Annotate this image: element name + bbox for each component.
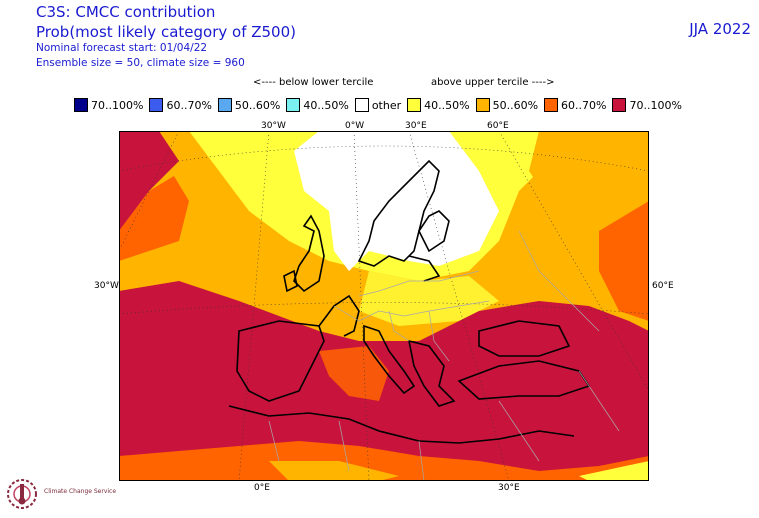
chart-subtitle: Prob(most likely category of Z500) xyxy=(36,23,296,41)
country-borders xyxy=(268,230,620,481)
top-label-4: 60°E xyxy=(487,121,509,131)
top-label-2: 0°W xyxy=(345,121,365,131)
legend-swatch xyxy=(217,98,232,112)
season-label: JJA 2022 xyxy=(689,20,751,38)
copernicus-logo-icon xyxy=(7,479,37,509)
forecast-map xyxy=(119,131,649,481)
legend-swatch xyxy=(475,98,490,112)
legend-item: 70..100% xyxy=(612,98,682,112)
bottom-label-2: 30°E xyxy=(498,483,520,493)
color-legend: 70..100% 60..70% 50..60% 40..50% other 40..50… xyxy=(74,96,688,114)
field-60-70-east xyxy=(599,201,649,321)
legend-item: other xyxy=(354,98,402,112)
bottom-label-1: 0°E xyxy=(254,483,270,493)
field-70-100-west xyxy=(119,131,179,231)
legend-above-caption: above upper tercile ----> xyxy=(431,77,555,88)
forecast-start: Nominal forecast start: 01/04/22 xyxy=(36,42,208,54)
graticule xyxy=(119,131,649,481)
field-60-70-west xyxy=(119,176,189,261)
field-other xyxy=(294,131,499,271)
legend-label: 60..70% xyxy=(561,98,607,112)
legend-item: 40..50% xyxy=(407,98,470,112)
map-frame xyxy=(119,131,649,481)
field-40-50-central xyxy=(359,271,499,326)
legend-swatch xyxy=(149,98,164,112)
field-50-60-east xyxy=(529,131,649,221)
field-50-60-south xyxy=(269,461,399,481)
left-label: 30°W xyxy=(94,281,119,291)
legend-swatch xyxy=(407,98,422,112)
top-label-1: 30°W xyxy=(261,121,286,131)
legend-label: 40..50% xyxy=(424,98,470,112)
legend-swatch xyxy=(544,98,559,112)
chart-title: C3S: CMCC contribution xyxy=(36,3,216,21)
ensemble-size: Ensemble size = 50, climate size = 960 xyxy=(36,57,245,69)
legend-item: 50..60% xyxy=(475,98,539,112)
legend-label: 50..60% xyxy=(234,98,281,112)
legend-swatch xyxy=(74,98,88,112)
legend-item: 40..50% xyxy=(286,98,349,112)
field-60-70-italy xyxy=(319,346,389,401)
legend-item: 60..70% xyxy=(149,98,212,112)
legend-below-caption: <---- below lower tercile xyxy=(253,77,374,88)
right-label: 60°E xyxy=(652,281,674,291)
legend-swatch xyxy=(354,98,369,112)
legend-swatch xyxy=(612,98,627,112)
map-svg xyxy=(119,131,649,481)
legend-item: 60..70% xyxy=(544,98,606,112)
logo-name: Climate Change Service xyxy=(44,488,117,495)
legend-swatch xyxy=(286,98,301,112)
field-40-50-southeast xyxy=(579,461,649,481)
legend-label: 40..50% xyxy=(303,98,349,112)
legend-label: other xyxy=(371,98,402,112)
top-label-3: 30°E xyxy=(405,121,427,131)
legend-item: 70..100% xyxy=(74,98,143,112)
legend-label: 50..60% xyxy=(492,98,539,112)
legend-label: 70..100% xyxy=(629,98,682,112)
legend-item: 50..60% xyxy=(217,98,281,112)
legend-label: 60..70% xyxy=(166,98,212,112)
field-60-70-south xyxy=(119,441,649,481)
legend-label: 70..100% xyxy=(91,98,144,112)
